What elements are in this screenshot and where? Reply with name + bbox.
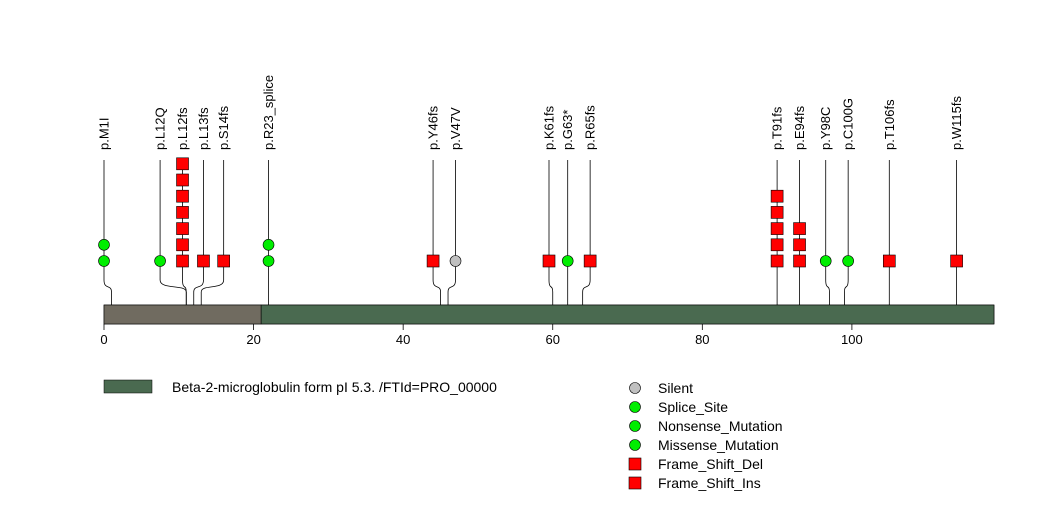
mutation-label: p.V47V	[448, 107, 463, 150]
mutation-stem	[825, 160, 830, 305]
missense-marker	[842, 255, 854, 267]
silent-marker	[449, 255, 462, 267]
legend-label-missense: Missense_Mutation	[658, 437, 779, 453]
fs_ins-marker	[770, 189, 784, 203]
mutation-label: p.L13fs	[196, 107, 211, 150]
x-axis: 0 20 40 60 80 100	[100, 324, 863, 347]
legend-label-fs_del: Frame_Shift_Del	[658, 456, 763, 472]
mutation-stem	[548, 160, 554, 305]
mutation-label: p.E94fs	[792, 105, 807, 150]
fs_del-marker	[542, 254, 556, 268]
x-tick-label: 60	[546, 332, 560, 347]
fs_del-marker	[176, 254, 189, 268]
mutation-label: p.Y98C	[818, 107, 833, 150]
fs_del-marker	[426, 254, 440, 268]
missense-marker	[98, 239, 110, 251]
mutation-stem	[582, 160, 591, 305]
fs_del-marker	[197, 254, 210, 268]
splice-marker	[629, 401, 641, 413]
domain-legend-swatch	[103, 379, 153, 394]
mutation-type-legend: Silent Splice_Site Nonsense_Mutation Missen…	[628, 380, 783, 491]
mutation-label: p.M1I	[97, 117, 112, 150]
fs_del-marker	[770, 254, 784, 268]
domain-0	[260, 304, 995, 325]
fs_del-marker	[176, 206, 189, 219]
mutation-label: p.C100G	[841, 98, 856, 150]
domain-legend: Beta-2-microglobulin form pI 5.3. /FTId=…	[103, 379, 497, 395]
legend-label-silent: Silent	[658, 380, 693, 396]
nonsense-marker	[561, 255, 574, 267]
fs_del-marker	[793, 254, 806, 268]
fs_del-marker	[176, 189, 189, 203]
splice-marker	[262, 255, 275, 267]
missense-marker	[154, 255, 166, 267]
mutation-labels: p.M1I p.L12Q p.L12fs p.L13fs p.S14fs p.R23_sp…	[97, 75, 965, 150]
mutation-label: p.L12fs	[175, 107, 190, 150]
domain-legend-label: Beta-2-microglobulin form pI 5.3. /FTId=…	[172, 379, 497, 395]
mutation-stem	[193, 160, 204, 305]
fs_del-marker	[770, 206, 784, 219]
mutation-label: p.T91fs	[770, 106, 785, 150]
x-tick-label: 20	[246, 332, 260, 347]
mutation-label: p.G63*	[560, 110, 575, 150]
fs_del-marker	[770, 238, 784, 252]
legend-label-nonsense: Nonsense_Mutation	[658, 418, 783, 434]
x-tick-label: 0	[100, 332, 107, 347]
missense-marker	[629, 439, 641, 451]
mutation-label: p.L12Q	[153, 107, 168, 150]
mutation-label: p.K61fs	[542, 105, 557, 150]
mutation-stem	[103, 160, 112, 305]
fs_del-marker	[770, 222, 784, 235]
fs_del-marker	[950, 254, 963, 268]
silent-marker	[629, 382, 641, 394]
mutation-stems	[103, 160, 958, 305]
mutation-stem	[200, 160, 225, 305]
signal-region	[103, 304, 262, 325]
mutation-label: p.T106fs	[882, 99, 897, 150]
mutation-label: p.R65fs	[583, 105, 598, 150]
missense-marker	[98, 255, 110, 267]
fs_del-marker	[176, 157, 189, 171]
mutation-label: p.S14fs	[216, 105, 231, 150]
fs_del-marker	[882, 254, 896, 268]
mutation-stem	[447, 160, 456, 305]
fs_del-marker	[793, 238, 806, 252]
fs_del-marker	[217, 254, 230, 268]
protein-track	[103, 304, 995, 325]
mutation-markers	[98, 157, 963, 268]
x-tick-label: 100	[841, 332, 863, 347]
mutation-label: p.Y46fs	[426, 105, 441, 150]
fs_del-marker	[583, 254, 597, 268]
mutation-label: p.R23_splice	[261, 75, 276, 150]
legend-label-fs_ins: Frame_Shift_Ins	[658, 475, 761, 491]
mutation-stem	[182, 160, 187, 305]
mutation-stem	[432, 160, 441, 305]
mutation-label: p.W115fs	[949, 96, 964, 150]
fs_del-marker	[793, 222, 806, 235]
fs_del-marker	[176, 173, 189, 187]
missense-marker	[819, 255, 832, 267]
fs_del-marker	[176, 238, 189, 252]
splice-marker	[262, 239, 275, 251]
fs_del-marker	[628, 457, 642, 471]
fs_del-marker	[176, 222, 189, 235]
x-tick-label: 80	[695, 332, 709, 347]
fs_ins-marker	[628, 476, 642, 490]
nonsense-marker	[629, 420, 641, 432]
legend-label-splice: Splice_Site	[658, 399, 728, 415]
mutation-stem	[844, 160, 849, 305]
x-tick-label: 40	[396, 332, 410, 347]
